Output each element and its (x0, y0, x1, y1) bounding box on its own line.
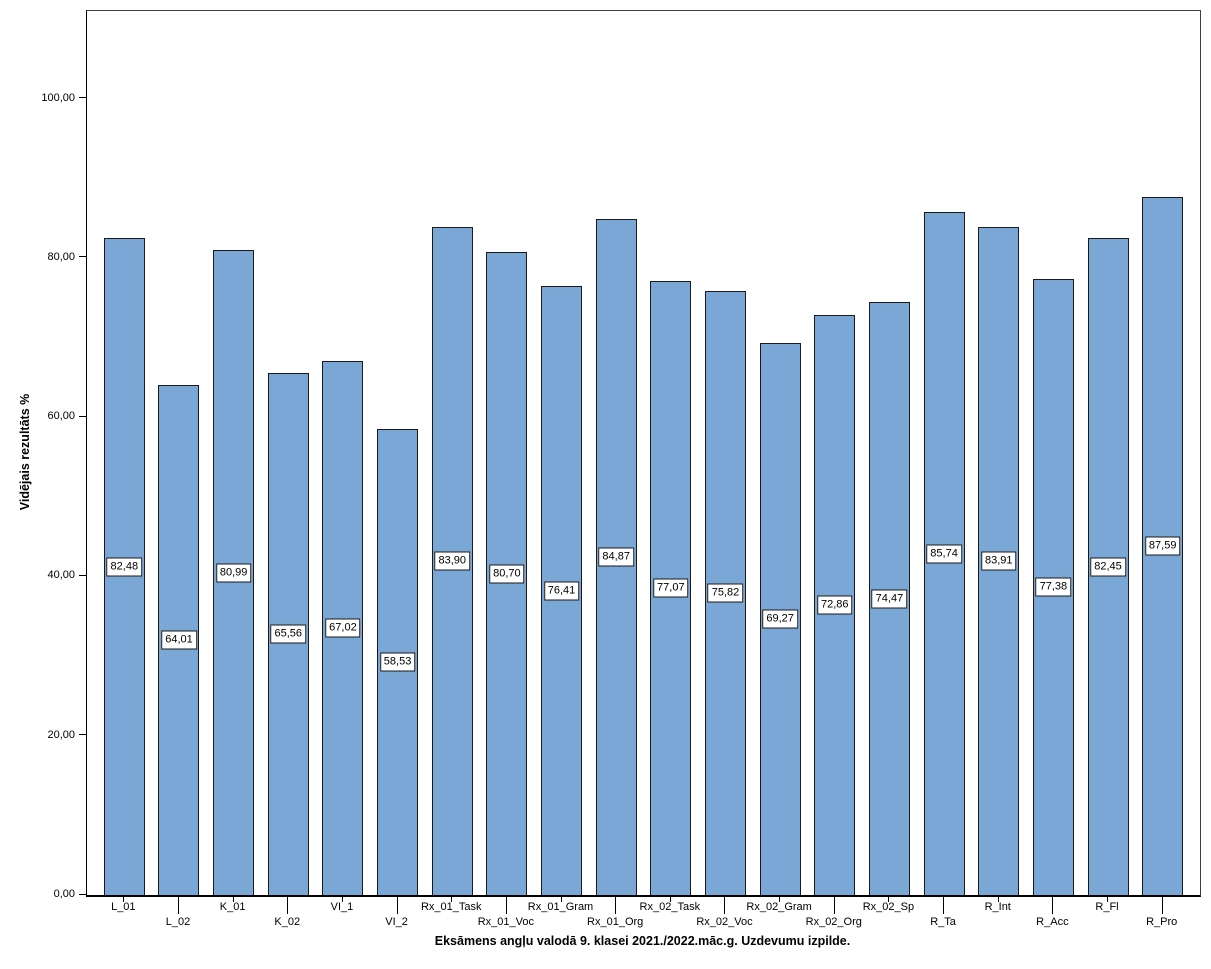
x-category-label: Rx_02_Task (639, 901, 701, 913)
x-tick (833, 896, 835, 914)
bar-value-label: 74,47 (871, 589, 908, 608)
bar-value-label: 80,99 (215, 563, 252, 582)
bar-value-label: 87,59 (1144, 536, 1181, 556)
x-category-label: Rx_02_Gram (746, 901, 812, 913)
x-tick (724, 896, 726, 914)
y-tick (79, 256, 86, 258)
bar-value-label: 77,38 (1035, 577, 1072, 597)
bar-value-label: 76,41 (543, 581, 580, 600)
bar-value-label: 69,27 (762, 609, 798, 629)
x-category-label: R_Pro (1146, 916, 1178, 928)
x-tick (396, 896, 398, 914)
bar-value-label: 58,53 (379, 652, 416, 672)
x-tick (669, 896, 671, 902)
x-category-label: R_Int (984, 901, 1011, 913)
x-tick (232, 896, 234, 902)
y-tick (79, 574, 86, 576)
bar-value-label: 72,86 (817, 595, 853, 615)
bar-value-label: 82,45 (1090, 557, 1126, 576)
bar-value-label: 77,07 (653, 578, 689, 598)
bar-value-label: 83,91 (980, 551, 1017, 571)
bar-value-label: 83,90 (434, 551, 470, 571)
x-category-label: VI_1 (330, 901, 354, 913)
x-tick (1107, 896, 1109, 902)
x-category-label: Rx_02_Voc (696, 916, 753, 928)
plot-area: 82,48 64,01 80,99 65,56 67,02 58,53 83,90 80,70… (86, 10, 1201, 897)
x-tick (779, 896, 781, 902)
y-tick-label: 60,00 (47, 410, 75, 423)
x-category-label: L_02 (165, 916, 191, 928)
bar-value-label: 80,70 (489, 564, 525, 583)
x-category-label: K_02 (274, 916, 301, 928)
y-tick-label: 20,00 (47, 728, 75, 741)
bar-value-label: 75,82 (707, 583, 744, 603)
y-tick-label: 100,00 (41, 91, 75, 104)
y-tick (79, 734, 86, 736)
x-tick (888, 896, 890, 902)
y-tick-label: 0,00 (53, 888, 75, 900)
x-tick (123, 896, 125, 902)
bar-value-label: 85,74 (926, 544, 962, 563)
bar-value-label: 82,48 (106, 557, 143, 576)
x-category-label: K_01 (219, 901, 246, 913)
y-tick (79, 893, 86, 895)
x-tick (341, 896, 343, 902)
x-tick (997, 896, 999, 902)
x-tick (287, 896, 289, 914)
x-category-label: L_01 (111, 901, 136, 913)
x-category-label: R_Acc (1036, 916, 1069, 928)
x-tick (1052, 896, 1054, 914)
x-category-label: R_Fl (1095, 901, 1119, 913)
y-tick-label: 80,00 (47, 250, 75, 263)
x-category-label: Rx_01_Gram (527, 901, 594, 913)
x-tick (615, 896, 617, 914)
x-tick (1161, 896, 1163, 914)
bar-value-label: 65,56 (270, 624, 307, 644)
x-tick (451, 896, 453, 902)
bar-value-label: 67,02 (325, 618, 361, 638)
x-category-label: R_Ta (930, 916, 956, 928)
y-tick-label: 40,00 (47, 569, 75, 582)
x-tick (505, 896, 507, 914)
bar-value-label: 84,87 (598, 547, 634, 567)
x-tick (943, 896, 945, 914)
x-category-label: Rx_01_Voc (477, 916, 535, 928)
x-tick (177, 896, 179, 914)
x-category-label: Rx_02_Sp (862, 901, 915, 913)
y-tick (79, 415, 86, 417)
x-axis-title: Eksāmens angļu valodā 9. klasei 2021./20… (434, 934, 851, 948)
x-category-label: Rx_01_Task (420, 901, 482, 913)
x-category-label: Rx_02_Org (805, 916, 862, 928)
x-category-label: VI_2 (385, 916, 408, 928)
x-category-label: Rx_01_Org (587, 916, 644, 928)
bar-value-label: 64,01 (161, 630, 197, 650)
x-tick (560, 896, 562, 902)
y-tick (79, 97, 86, 99)
